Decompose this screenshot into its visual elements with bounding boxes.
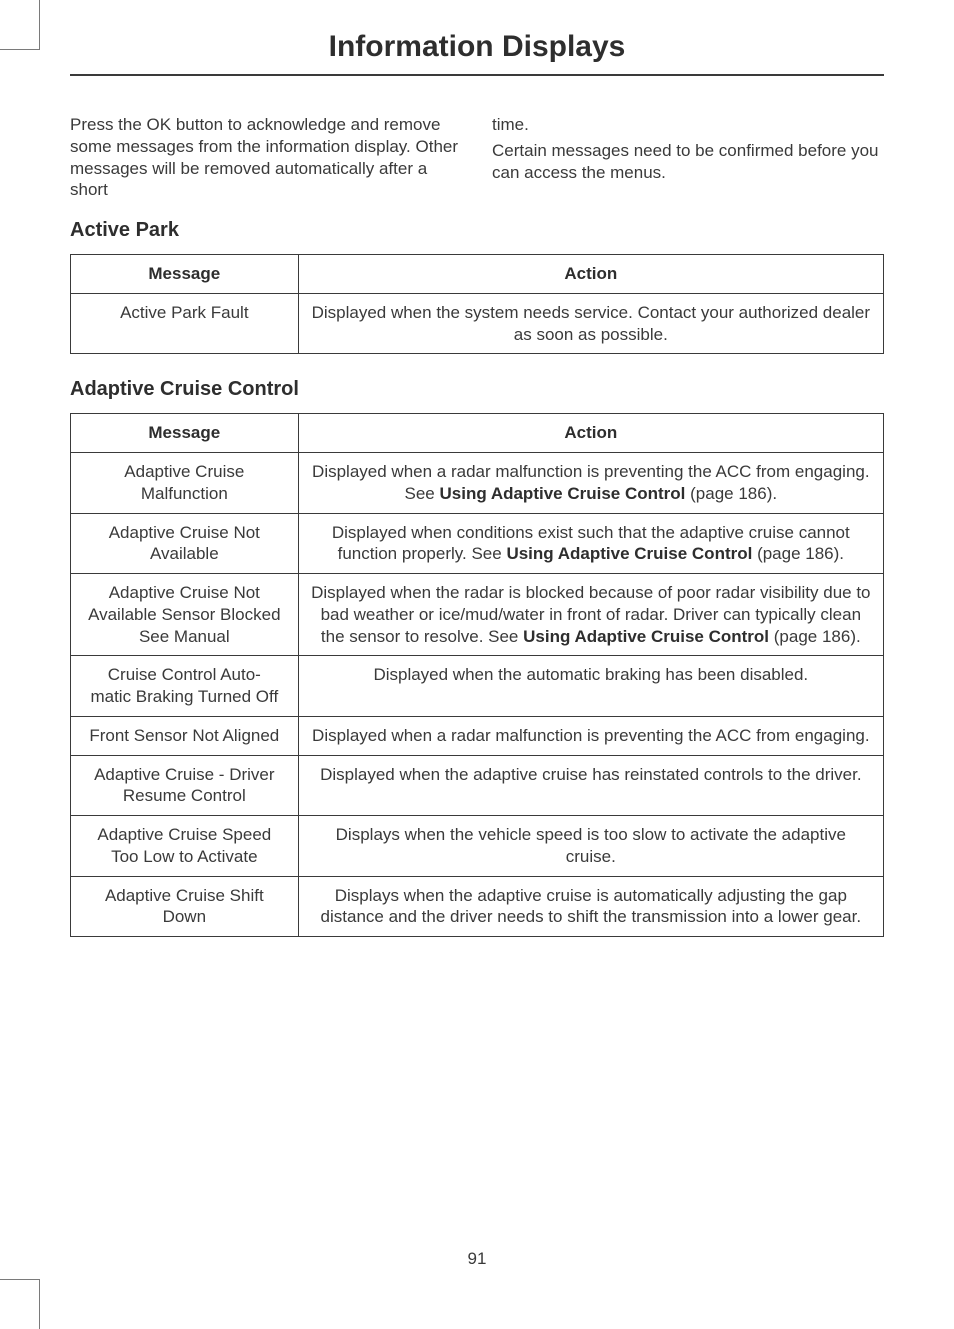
intro-left: Press the OK button to acknowledge and r… (70, 114, 462, 201)
table-header-row: Message Action (71, 255, 884, 294)
col-message: Message (71, 414, 299, 453)
act-cell: Displayed when the automatic braking has… (298, 656, 883, 717)
msg-cell: Adaptive Cruise Shift Down (71, 876, 299, 937)
msg-cell: Cruise Control Auto-matic Braking Turned… (71, 656, 299, 717)
col-message: Message (71, 255, 299, 294)
msg-cell: Active Park Fault (71, 293, 299, 354)
intro-right-line2: Certain messages need to be confirmed be… (492, 140, 884, 184)
intro-columns: Press the OK button to acknowledge and r… (70, 114, 884, 201)
act-post: (page 186). (752, 544, 844, 563)
page-title: Information Displays (70, 30, 884, 74)
act-cell: Displayed when the system needs service.… (298, 293, 883, 354)
col-action: Action (298, 255, 883, 294)
act-cell: Displayed when conditions exist such tha… (298, 513, 883, 574)
msg-cell: Adaptive Cruise Malfunction (71, 453, 299, 514)
table-row: Active Park Fault Displayed when the sys… (71, 293, 884, 354)
table-row: Adaptive Cruise Not Available Sensor Blo… (71, 574, 884, 656)
act-post: (page 186). (685, 484, 777, 503)
table-row: Adaptive Cruise Speed Too Low to Activat… (71, 816, 884, 877)
title-rule (70, 74, 884, 76)
table-row: Cruise Control Auto-matic Braking Turned… (71, 656, 884, 717)
act-cell: Displayed when a radar malfunction is pr… (298, 716, 883, 755)
msg-cell: Adaptive Cruise Not Available Sensor Blo… (71, 574, 299, 656)
msg-cell: Adaptive Cruise - Driver Resume Control (71, 755, 299, 816)
crop-mark-top-left (0, 0, 40, 50)
adaptive-cruise-table: Message Action Adaptive Cruise Malfuncti… (70, 413, 884, 937)
table-row: Adaptive Cruise Not Available Displayed … (71, 513, 884, 574)
table-row: Adaptive Cruise - Driver Resume Control … (71, 755, 884, 816)
table-row: Adaptive Cruise Shift Down Displays when… (71, 876, 884, 937)
act-bold: Using Adaptive Cruise Control (506, 544, 752, 563)
msg-cell: Front Sensor Not Aligned (71, 716, 299, 755)
table-row: Front Sensor Not Aligned Displayed when … (71, 716, 884, 755)
page-content: Information Displays Press the OK button… (0, 0, 954, 1001)
act-post: (page 186). (769, 627, 861, 646)
col-action: Action (298, 414, 883, 453)
table-row: Adaptive Cruise Malfunction Displayed wh… (71, 453, 884, 514)
section1-heading: Active Park (70, 219, 884, 242)
msg-cell: Adaptive Cruise Not Available (71, 513, 299, 574)
act-cell: Displays when the adaptive cruise is aut… (298, 876, 883, 937)
section2-heading: Adaptive Cruise Control (70, 378, 884, 401)
active-park-table: Message Action Active Park Fault Display… (70, 254, 884, 354)
msg-cell: Adaptive Cruise Speed Too Low to Activat… (71, 816, 299, 877)
act-cell: Displayed when the adaptive cruise has r… (298, 755, 883, 816)
table-header-row: Message Action (71, 414, 884, 453)
crop-mark-bottom-left (0, 1279, 40, 1329)
intro-right-line1: time. (492, 114, 884, 136)
act-cell: Displayed when the radar is blocked beca… (298, 574, 883, 656)
page-number: 91 (0, 1249, 954, 1269)
act-cell: Displays when the vehicle speed is too s… (298, 816, 883, 877)
act-bold: Using Adaptive Cruise Control (440, 484, 686, 503)
act-cell: Displayed when a radar malfunction is pr… (298, 453, 883, 514)
act-bold: Using Adaptive Cruise Control (523, 627, 769, 646)
